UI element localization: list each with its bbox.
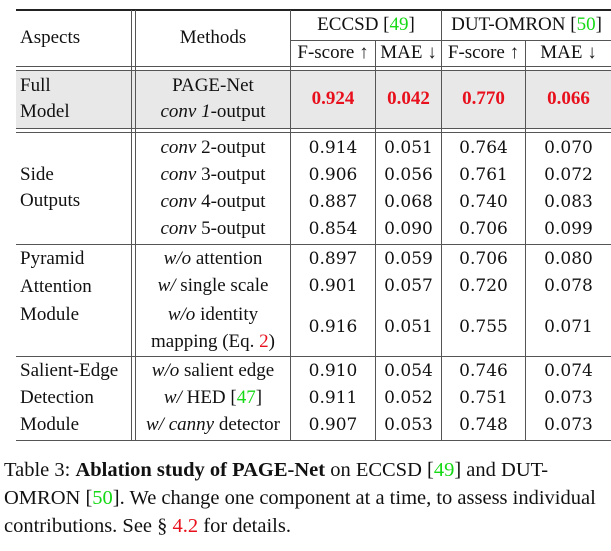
- value-cell: 0.083: [544, 192, 593, 212]
- header-methods: Methods: [179, 27, 247, 48]
- value-cell: 0.761: [459, 165, 508, 185]
- aspects-methods-double-b: [135, 10, 136, 440]
- header-eccsd-mae: MAE ↓: [380, 42, 437, 63]
- equation-link[interactable]: 2: [259, 331, 269, 352]
- value-cell: 0.897: [308, 249, 358, 269]
- value-cell: 0.056: [384, 165, 433, 185]
- value-cell: 0.706: [459, 249, 508, 269]
- citation-link[interactable]: 50: [576, 14, 596, 35]
- fullmodel-double-rule-a: [16, 128, 611, 129]
- method-w-single-scale: w/ single scale: [157, 275, 269, 296]
- header-dut-mae: MAE ↓: [540, 42, 597, 63]
- value-cell: 0.059: [384, 249, 433, 269]
- method-conv3: conv 3-output: [160, 164, 266, 185]
- method-conv4: conv 4-output: [160, 191, 266, 212]
- method-wo-identity-mapping: w/o identity mapping (Eq. 2): [150, 304, 275, 352]
- value-cell: 0.057: [384, 276, 433, 296]
- value-cell: 0.854: [308, 219, 358, 239]
- value-cell: 0.746: [459, 361, 508, 381]
- value-cell: 0.090: [384, 219, 433, 239]
- value-cell: 0.751: [459, 388, 508, 408]
- side-outputs-rule: [16, 244, 611, 245]
- value-cell: 0.073: [544, 415, 593, 435]
- value-cell: 0.748: [459, 415, 508, 435]
- value-cell: 0.887: [308, 192, 358, 212]
- method-w-hed: w/ HED [47]: [163, 387, 263, 408]
- method-w-canny-detector: w/ canny detector: [145, 414, 280, 435]
- arrow-down-icon: ↓: [427, 42, 437, 63]
- top-rule: [16, 9, 611, 11]
- method-page-net: PAGE-Net conv 1-output: [160, 75, 266, 122]
- value-cell: 0.910: [308, 361, 358, 381]
- value-cell: 0.914: [308, 138, 358, 158]
- value-cell: 0.911: [308, 388, 358, 408]
- method-wo-attention: w/o attention: [163, 248, 263, 269]
- header-dataset-dut-omron: DUT-OMRON [50]: [451, 14, 602, 35]
- citation-link[interactable]: 49: [389, 14, 409, 35]
- citation-link[interactable]: 47: [236, 387, 256, 408]
- table-caption: Table 3: Ablation study of PAGE-Net on E…: [4, 459, 596, 537]
- eccsd-inner-rule: [375, 40, 376, 440]
- aspect-pyramid-attention: Pyramid Attention Module: [20, 248, 92, 325]
- aspect-full-model: Full Model: [20, 75, 70, 122]
- method-wo-salient-edge: w/o salient edge: [151, 360, 275, 381]
- dut-inner-rule: [525, 40, 526, 440]
- citation-link[interactable]: 49: [433, 459, 455, 481]
- arrow-down-icon: ↓: [587, 42, 597, 63]
- method-conv2: conv 2-output: [160, 137, 266, 158]
- value-cell: 0.916: [308, 317, 358, 337]
- full-model-row-shade: [16, 71, 611, 128]
- value-cell: 0.078: [544, 276, 593, 296]
- fullmodel-double-rule-b: [16, 132, 611, 133]
- header-eccsd-fscore: F-score ↑: [297, 42, 369, 63]
- value-cell: 0.072: [544, 165, 593, 185]
- value-cell: 0.051: [384, 317, 433, 337]
- pyramid-rule: [16, 356, 611, 357]
- header-double-rule-b: [16, 70, 611, 71]
- value-cell: 0.074: [544, 361, 593, 381]
- caption-bold-title: Ablation study of PAGE-Net: [75, 459, 326, 481]
- header-subrule: [291, 40, 611, 41]
- value-cell: 0.052: [384, 388, 433, 408]
- value-cell: 0.901: [308, 276, 358, 296]
- methods-eccsd-rule: [290, 10, 291, 440]
- aspect-salient-edge-detection: Salient-Edge Detection Module: [20, 360, 119, 435]
- value-cell: 0.051: [384, 138, 433, 158]
- citation-link[interactable]: 50: [92, 487, 113, 509]
- caption-label: Table 3:: [4, 459, 71, 481]
- value-cell: 0.764: [459, 138, 508, 158]
- value-full-dut-fscore: 0.770: [462, 88, 505, 109]
- bottom-rule: [16, 440, 611, 441]
- arrow-up-icon: ↑: [509, 42, 520, 63]
- aspect-side-outputs: Side Outputs: [20, 164, 81, 211]
- value-cell: 0.080: [544, 249, 593, 269]
- header-aspects: Aspects: [20, 27, 81, 48]
- section-link[interactable]: 4.2: [172, 515, 199, 537]
- value-cell: 0.068: [384, 192, 433, 212]
- value-cell: 0.073: [544, 388, 593, 408]
- value-cell: 0.054: [384, 361, 433, 381]
- value-cell: 0.906: [308, 165, 358, 185]
- value-cell: 0.071: [544, 317, 593, 337]
- value-cell: 0.070: [544, 138, 593, 158]
- value-cell: 0.755: [459, 317, 508, 337]
- value-cell: 0.706: [459, 219, 508, 239]
- header-double-rule-a: [16, 66, 611, 67]
- eccsd-dut-rule: [441, 10, 442, 440]
- arrow-up-icon: ↑: [359, 42, 369, 63]
- value-cell: 0.720: [459, 276, 508, 296]
- value-cell: 0.907: [308, 415, 358, 435]
- value-full-dut-mae: 0.066: [547, 88, 590, 109]
- value-cell: 0.099: [544, 219, 593, 239]
- value-cell: 0.740: [459, 192, 508, 212]
- value-cell: 0.053: [384, 415, 433, 435]
- header-dut-fscore: F-score ↑: [447, 42, 520, 63]
- value-full-eccsd-fscore: 0.924: [311, 88, 355, 109]
- value-full-eccsd-mae: 0.042: [387, 88, 430, 109]
- method-conv5: conv 5-output: [160, 218, 266, 239]
- header-dataset-eccsd: ECCSD [49]: [317, 14, 415, 35]
- aspects-methods-double-a: [131, 10, 132, 440]
